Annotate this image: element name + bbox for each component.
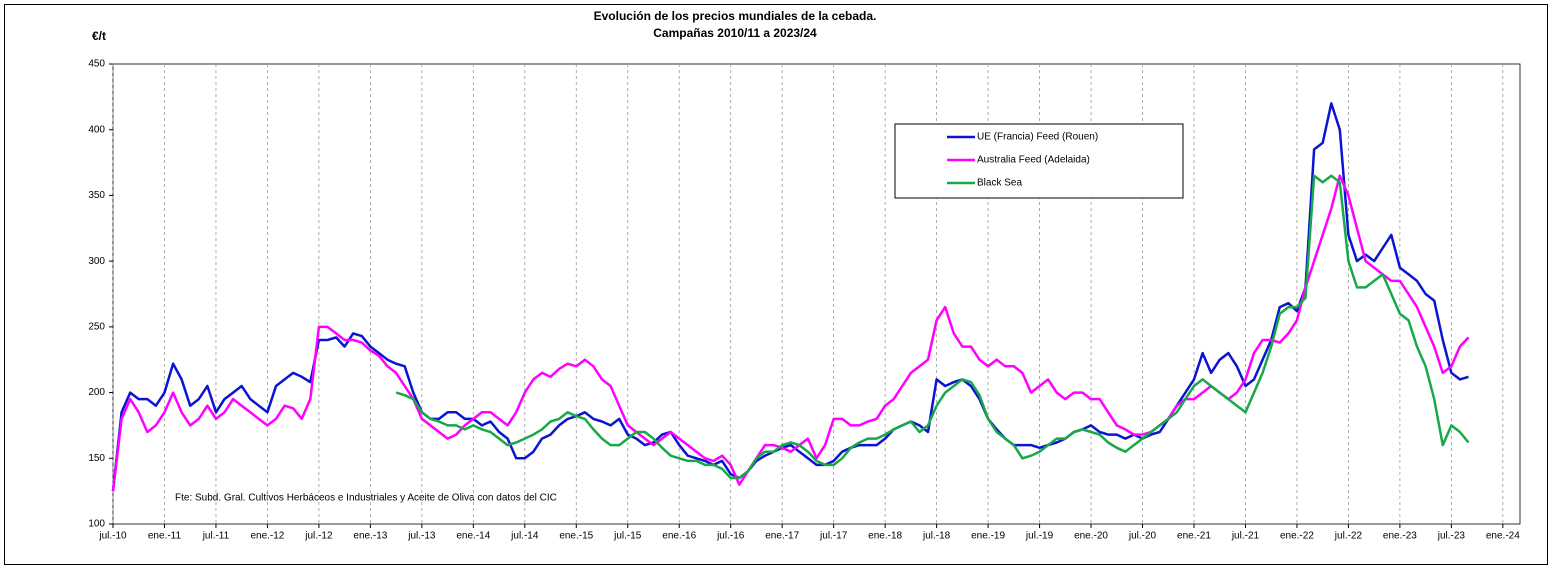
x-tick-label: ene.-12 [250, 531, 284, 542]
y-tick-label: 250 [88, 321, 105, 332]
x-tick-label: jul.-16 [716, 531, 745, 542]
x-tick-label: jul.-12 [304, 531, 333, 542]
y-tick-label: 150 [88, 453, 105, 464]
y-tick-label: 400 [88, 124, 105, 135]
series-line [395, 174, 1470, 480]
y-axis-label: €/t [92, 29, 106, 43]
series-line [111, 102, 1469, 492]
x-tick-label: ene.-16 [662, 531, 696, 542]
x-tick-label: ene.-14 [456, 531, 490, 542]
x-tick-label: ene.-17 [765, 531, 799, 542]
x-tick-label: ene.-21 [1177, 531, 1211, 542]
legend-box [894, 123, 1184, 199]
x-tick-label: jul.-15 [613, 531, 642, 542]
x-tick-label: ene.-24 [1486, 531, 1520, 542]
series-line [111, 174, 1470, 492]
x-tick-label: jul.-23 [1437, 531, 1466, 542]
x-tick-label: jul.-17 [819, 531, 848, 542]
x-tick-label: jul.-21 [1231, 531, 1260, 542]
x-tick-label: jul.-19 [1025, 531, 1054, 542]
x-tick-label: jul.-10 [98, 531, 127, 542]
x-tick-label: ene.-20 [1074, 531, 1108, 542]
x-tick-label: ene.-22 [1280, 531, 1314, 542]
x-tick-label: ene.-13 [353, 531, 387, 542]
x-tick-label: jul.-11 [202, 531, 230, 542]
x-tick-label: ene.-23 [1383, 531, 1417, 542]
x-tick-label: ene.-19 [971, 531, 1005, 542]
x-tick-label: jul.-18 [922, 531, 951, 542]
x-tick-label: ene.-18 [868, 531, 902, 542]
y-tick-label: 300 [88, 256, 105, 267]
legend-label: Australia Feed (Adelaida) [977, 155, 1090, 166]
legend-label: UE (Francia) Feed (Rouen) [977, 132, 1098, 143]
x-tick-label: jul.-22 [1334, 531, 1363, 542]
y-tick-label: 100 [88, 519, 105, 530]
source-note: Fte: Subd. Gral. Cultivos Herbáceos e In… [175, 493, 557, 504]
y-tick-label: 350 [88, 190, 105, 201]
y-tick-label: 200 [88, 387, 105, 398]
frame [4, 4, 1548, 565]
x-tick-label: ene.-15 [559, 531, 593, 542]
x-tick-label: jul.-14 [510, 531, 539, 542]
plot-area [112, 63, 1521, 525]
x-tick-label: ene.-11 [148, 531, 182, 542]
chart-title: Evolución de los precios mundiales de la… [594, 9, 877, 23]
x-tick-label: jul.-13 [407, 531, 436, 542]
legend-label: Black Sea [977, 178, 1022, 189]
y-tick-label: 450 [88, 59, 105, 70]
chart-subtitle: Campañas 2010/11 a 2023/24 [653, 26, 817, 40]
x-tick-label: jul.-20 [1128, 531, 1157, 542]
